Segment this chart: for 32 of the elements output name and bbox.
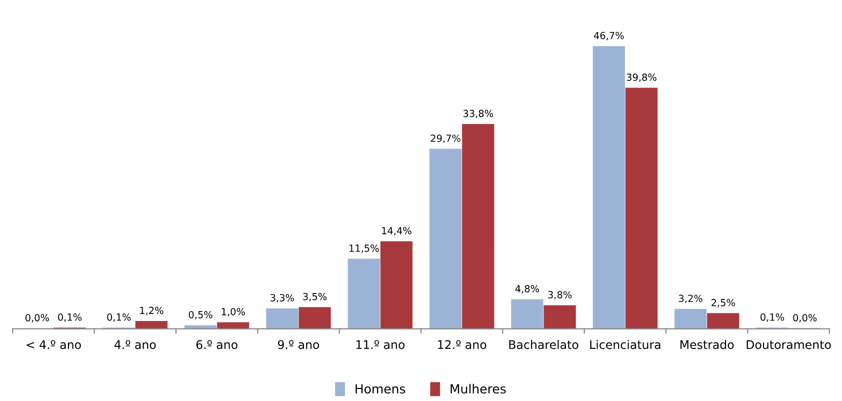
x-tick-label: < 4.º ano xyxy=(26,340,81,350)
data-label: 33,8% xyxy=(463,110,494,118)
x-tick-label: 11.º ano xyxy=(356,340,405,350)
data-label: 0,5% xyxy=(188,311,212,320)
x-tick-label: Doutoramento xyxy=(746,340,831,350)
x-tick-label: Mestrado xyxy=(680,340,734,350)
data-label: 0,1% xyxy=(107,313,131,322)
data-label: 14,4% xyxy=(382,227,412,236)
x-tick-label: Licenciatura xyxy=(590,340,660,350)
data-label: 1,2% xyxy=(140,306,164,316)
x-tick-label: 9.º ano xyxy=(278,340,320,350)
data-label: 2,5% xyxy=(712,298,735,308)
data-label: 3,3% xyxy=(270,294,294,302)
legend-label: Homens xyxy=(356,384,406,394)
x-tick-label: 6.º ano xyxy=(196,340,238,350)
data-label: 0,1% xyxy=(58,313,82,322)
data-label: 1,0% xyxy=(222,308,245,316)
data-label: 11,5% xyxy=(349,244,379,253)
data-label: 0,0% xyxy=(25,314,49,322)
data-label: 0,0% xyxy=(793,314,817,322)
data-label: 3,8% xyxy=(548,291,572,300)
legend-label: Mulheres xyxy=(450,384,506,394)
data-label: 3,2% xyxy=(678,294,702,304)
data-label: 3,5% xyxy=(303,292,327,302)
x-tick-label: 12.º ano xyxy=(438,340,486,350)
data-label: 46,7% xyxy=(594,32,624,40)
data-label: 4,8% xyxy=(515,285,540,294)
x-tick-label: 4.º ano xyxy=(114,340,156,350)
data-label: 39,8% xyxy=(626,74,656,82)
data-label: 29,7% xyxy=(430,134,460,143)
data-label: 0,1% xyxy=(760,313,784,322)
x-tick-label: Bacharelato xyxy=(509,340,578,350)
